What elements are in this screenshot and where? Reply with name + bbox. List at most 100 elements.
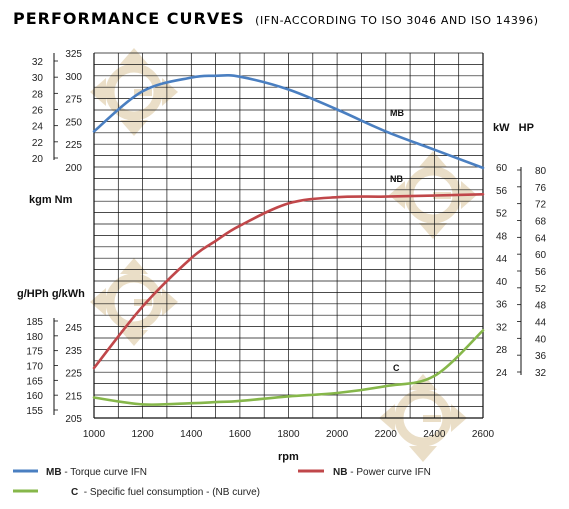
tick-label-kw: 52 — [496, 209, 508, 220]
tick-label-g-hph: 180 — [26, 332, 43, 343]
tick-label-hp: 32 — [535, 368, 547, 379]
axis-unit-torque: kgm Nm — [29, 194, 73, 206]
tick-label-g-hph: 165 — [26, 376, 43, 387]
tick-label-kw: 32 — [496, 322, 508, 333]
tick-label-rpm: 2400 — [423, 429, 446, 440]
watermark-logo — [90, 258, 178, 346]
tick-label-hp: 68 — [535, 217, 547, 228]
tick-label-nm: 275 — [65, 95, 82, 106]
tick-label-g-kwh: 245 — [65, 323, 82, 334]
tick-label-kgm: 22 — [32, 138, 44, 149]
tick-label-hp: 60 — [535, 250, 547, 261]
tick-labels: 325 300 275 250 225 200 32 30 28 26 24 22 20 60 56 52 48… — [26, 49, 546, 440]
tick-label-kw: 28 — [496, 345, 508, 356]
tick-label-kgm: 32 — [32, 57, 44, 68]
watermark-arrow — [389, 181, 405, 209]
tick-label-g-hph: 170 — [26, 362, 43, 373]
tick-label-g-hph: 185 — [26, 317, 43, 328]
tick-label-g-kwh: 225 — [65, 369, 82, 380]
tick-label-nm: 300 — [65, 72, 82, 83]
curve-label-c: C — [393, 363, 400, 373]
tick-label-kw: 48 — [496, 231, 508, 242]
tick-label-kgm: 30 — [32, 73, 44, 84]
watermark-arrow — [90, 288, 106, 316]
watermark-arrow — [409, 446, 437, 462]
tick-label-nm: 225 — [65, 140, 82, 151]
tick-label-hp: 36 — [535, 351, 547, 362]
tick-label-kgm: 26 — [32, 106, 44, 117]
watermark-arrow — [120, 48, 148, 64]
tick-label-hp: 76 — [535, 183, 547, 194]
title-subtitle: (IFN-ACCORDING TO ISO 3046 AND ISO 14396… — [255, 14, 539, 27]
tick-label-rpm: 2000 — [326, 429, 349, 440]
watermark-ring — [105, 63, 163, 121]
tick-label-rpm: 1800 — [277, 429, 300, 440]
tick-label-hp: 80 — [535, 166, 547, 177]
tick-label-nm: 250 — [65, 117, 82, 128]
title-main: PERFORMANCE CURVES — [13, 9, 245, 28]
x-axis-label: rpm — [278, 451, 299, 463]
curves — [92, 74, 485, 406]
tick-label-kw: 24 — [496, 368, 508, 379]
legend-text-mb: - Torque curve IFN — [62, 467, 147, 478]
tick-label-g-kwh: 235 — [65, 346, 82, 357]
tick-label-hp: 52 — [535, 284, 547, 295]
curve-mb — [92, 74, 485, 170]
tick-label-kw: 36 — [496, 300, 508, 311]
watermark-arrow — [162, 78, 178, 106]
tick-label-rpm: 1400 — [180, 429, 203, 440]
tick-label-hp: 56 — [535, 267, 547, 278]
tick-label-rpm: 1200 — [132, 429, 155, 440]
chart-grid — [53, 52, 522, 419]
curve-nb — [92, 193, 485, 370]
curve-c — [92, 329, 485, 406]
watermark-arrow — [90, 78, 106, 106]
tick-label-hp: 72 — [535, 200, 547, 211]
tick-label-g-hph: 175 — [26, 347, 43, 358]
tick-label-g-hph: 160 — [26, 391, 43, 402]
tick-label-g-hph: 155 — [26, 406, 43, 417]
tick-label-kgm: 28 — [32, 89, 44, 100]
tick-label-kgm: 20 — [32, 154, 44, 165]
watermark-arrow — [120, 120, 148, 136]
curve-label-nb: NB — [390, 174, 403, 184]
legend-entry-nb: NB - Power curve IFN — [333, 467, 431, 478]
tick-label-hp: 64 — [535, 233, 547, 244]
legend-entry-mb: MB - Torque curve IFN — [46, 467, 147, 478]
tick-label-kw: 44 — [496, 254, 508, 265]
legend-code-c: C — [71, 487, 78, 498]
watermark-arrow — [419, 151, 447, 167]
legend-text-c: - Specific fuel consumption - (NB curve) — [78, 487, 260, 498]
watermark-arrow — [120, 258, 148, 274]
chart-title: PERFORMANCE CURVES (IFN-ACCORDING TO ISO… — [13, 9, 539, 28]
tick-label-rpm: 2600 — [472, 429, 495, 440]
curve-label-mb: MB — [390, 108, 404, 118]
legend-code-mb: MB — [46, 467, 62, 478]
tick-label-hp: 40 — [535, 334, 547, 345]
tick-label-rpm: 2200 — [375, 429, 398, 440]
tick-label-kgm: 24 — [32, 122, 44, 133]
tick-label-g-kwh: 205 — [65, 414, 82, 425]
watermark-bar — [134, 299, 152, 306]
tick-label-kw: 40 — [496, 277, 508, 288]
tick-label-kw: 56 — [496, 186, 508, 197]
axis-unit-fuel: g/HPh g/kWh — [17, 288, 85, 300]
watermark-arrow — [162, 288, 178, 316]
axis-unit-power: kW HP — [493, 122, 534, 134]
watermark-ring — [105, 273, 163, 331]
legend-text-nb: - Power curve IFN — [347, 467, 430, 478]
tick-label-rpm: 1600 — [229, 429, 252, 440]
watermark-arrow — [419, 223, 447, 239]
legend: MB - Torque curve IFN NB - Power curve I… — [13, 467, 431, 498]
tick-label-g-kwh: 215 — [65, 391, 82, 402]
tick-label-kw: 60 — [496, 163, 508, 174]
legend-entry-c: C - Specific fuel consumption - (NB curv… — [46, 487, 279, 498]
tick-label-hp: 44 — [535, 318, 547, 329]
tick-label-hp: 48 — [535, 301, 547, 312]
legend-code-nb: NB — [333, 467, 347, 478]
tick-label-rpm: 1000 — [83, 429, 106, 440]
tick-label-nm: 325 — [65, 49, 82, 60]
tick-label-nm: 200 — [65, 163, 82, 174]
